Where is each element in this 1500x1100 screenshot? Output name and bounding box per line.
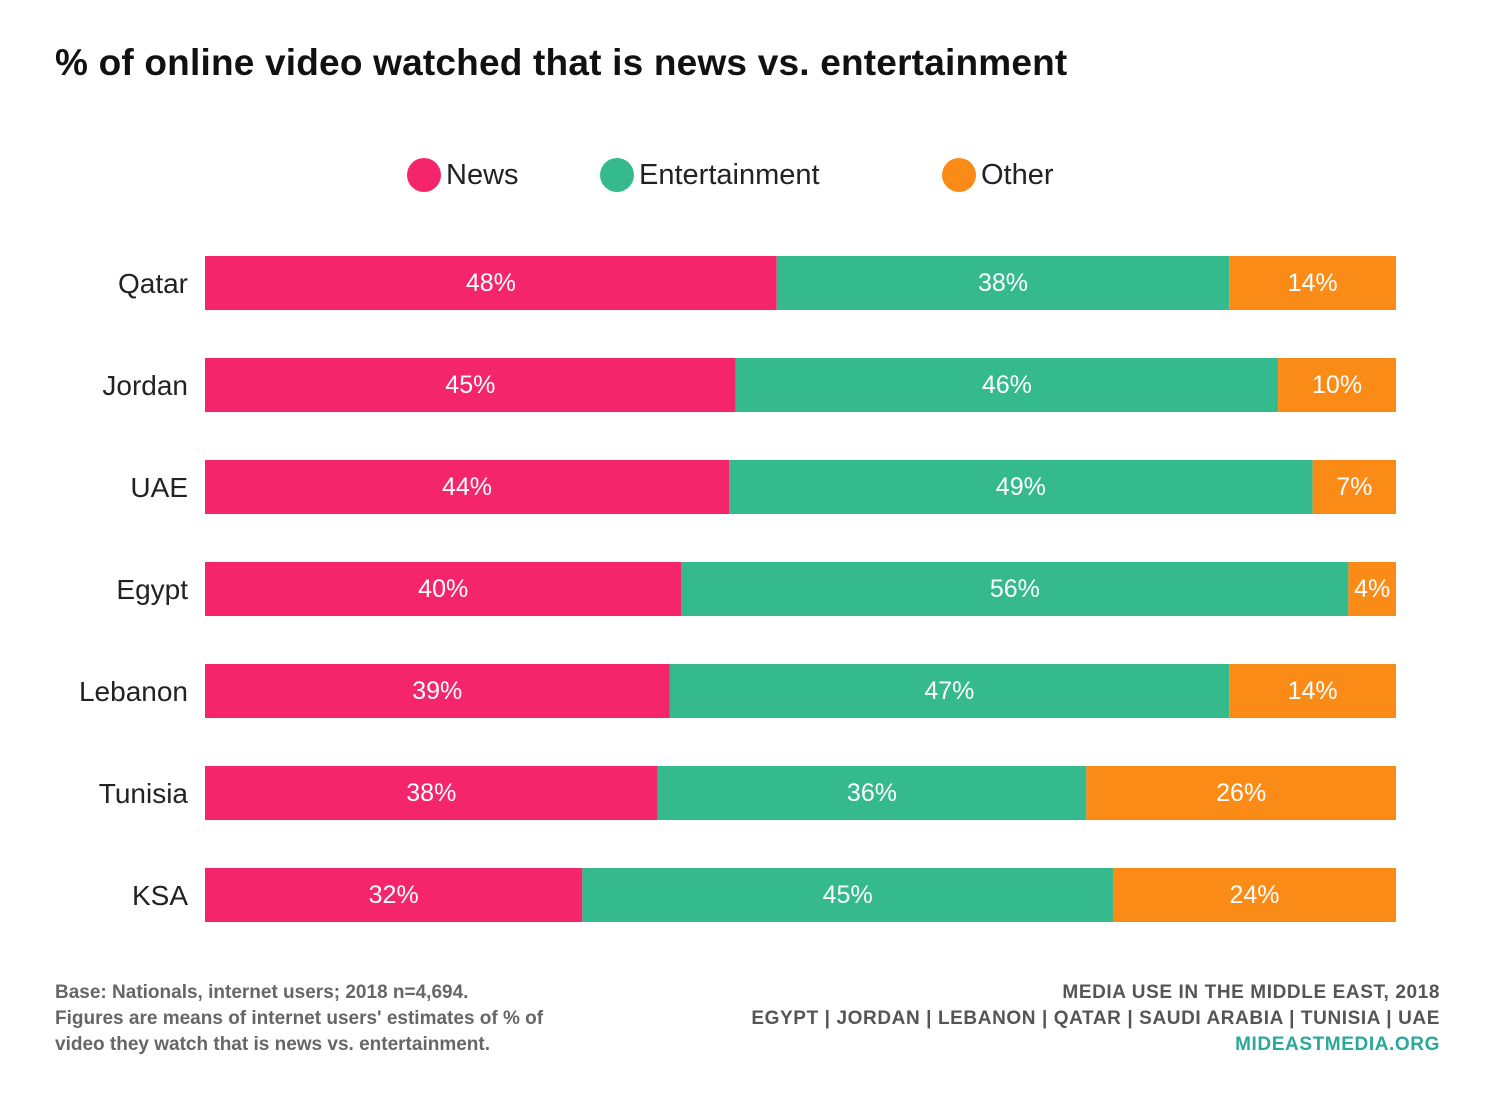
category-label-tunisia: Tunisia (99, 778, 189, 809)
data-label-qatar-news: 48% (466, 269, 516, 297)
legend-label-news: News (446, 158, 519, 191)
bar-tunisia-news (205, 766, 658, 820)
category-label-lebanon: Lebanon (79, 676, 188, 707)
data-label-ksa-other: 24% (1229, 881, 1279, 909)
category-label-uae: UAE (130, 472, 188, 503)
bar-jordan-entertainment (735, 358, 1279, 412)
bar-tunisia-entertainment (657, 766, 1087, 820)
category-label-ksa: KSA (132, 880, 188, 911)
data-label-uae-news: 44% (442, 473, 492, 501)
legend-item-other: Other (942, 150, 1054, 200)
legend-swatch-entertainment (600, 158, 634, 192)
legend-label-entertainment: Entertainment (639, 158, 820, 191)
publication-title: MEDIA USE IN THE MIDDLE EAST, 2018 (1062, 982, 1440, 1003)
category-label-qatar: Qatar (118, 268, 188, 299)
source-credit: MEDIA USE IN THE MIDDLE EAST, 2018 EGYPT… (751, 980, 1440, 1058)
data-label-tunisia-entertainment: 36% (847, 779, 897, 807)
bar-egypt-other (1348, 562, 1396, 616)
base-note: Base: Nationals, internet users; 2018 n=… (55, 980, 543, 1058)
legend-item-news: News (407, 150, 519, 200)
data-label-uae-other: 7% (1336, 473, 1372, 501)
data-label-ksa-entertainment: 45% (823, 881, 873, 909)
data-label-uae-entertainment: 49% (996, 473, 1046, 501)
data-label-tunisia-news: 38% (406, 779, 456, 807)
data-label-lebanon-news: 39% (412, 677, 462, 705)
base-note-line-1: Base: Nationals, internet users; 2018 n=… (55, 982, 469, 1003)
data-label-tunisia-other: 26% (1216, 779, 1266, 807)
bar-uae-other (1312, 460, 1396, 514)
bar-jordan-news (205, 358, 736, 412)
bar-ksa-other (1112, 868, 1396, 922)
data-label-jordan-news: 45% (445, 371, 495, 399)
bar-jordan-other (1278, 358, 1396, 412)
legend-swatch-news (407, 158, 441, 192)
bar-egypt-entertainment (681, 562, 1349, 616)
bar-qatar-other (1229, 256, 1396, 310)
legend-label-other: Other (981, 158, 1054, 191)
base-note-line-2: Figures are means of internet users' est… (55, 1008, 544, 1029)
chart-title: % of online video watched that is news v… (55, 42, 1068, 83)
bar-ksa-news (205, 868, 583, 922)
bar-egypt-news (205, 562, 682, 616)
legend-swatch-other (942, 158, 976, 192)
bar-uae-news (205, 460, 730, 514)
bar-qatar-news (205, 256, 777, 310)
bar-uae-entertainment (729, 460, 1313, 514)
legend: News Entertainment Other (0, 150, 1500, 200)
data-label-egypt-news: 40% (418, 575, 468, 603)
data-label-qatar-other: 14% (1288, 269, 1338, 297)
data-label-jordan-entertainment: 46% (982, 371, 1032, 399)
bar-tunisia-other (1086, 766, 1396, 820)
category-label-egypt: Egypt (116, 574, 188, 605)
data-label-ksa-news: 32% (369, 881, 419, 909)
base-note-line-3: video they watch that is news vs. entert… (55, 1034, 491, 1055)
bar-ksa-entertainment (582, 868, 1113, 922)
category-label-jordan: Jordan (102, 370, 188, 401)
website-link[interactable]: MIDEASTMEDIA.ORG (1235, 1034, 1440, 1055)
data-label-egypt-other: 4% (1354, 575, 1390, 603)
data-label-qatar-entertainment: 38% (978, 269, 1028, 297)
bar-lebanon-news (205, 664, 670, 718)
data-label-lebanon-other: 14% (1288, 677, 1338, 705)
bar-lebanon-other (1229, 664, 1396, 718)
data-label-jordan-other: 10% (1312, 371, 1362, 399)
bar-qatar-entertainment (776, 256, 1230, 310)
legend-item-entertainment: Entertainment (600, 150, 820, 200)
countries-list: EGYPT | JORDAN | LEBANON | QATAR | SAUDI… (751, 1008, 1440, 1029)
data-label-egypt-entertainment: 56% (990, 575, 1040, 603)
data-label-lebanon-entertainment: 47% (924, 677, 974, 705)
bar-lebanon-entertainment (669, 664, 1230, 718)
